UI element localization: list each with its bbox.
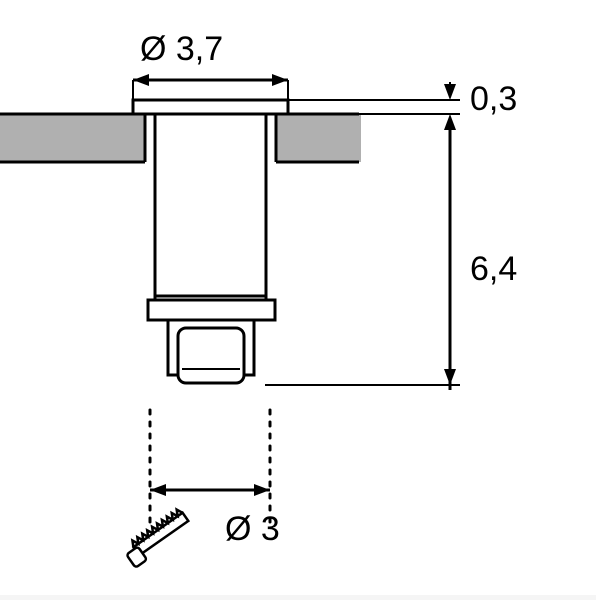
label-top-diameter: Ø 3,7 <box>140 30 223 69</box>
label-flange-height: 0,3 <box>470 80 517 119</box>
label-body-height: 6,4 <box>470 250 517 289</box>
saw-icon <box>122 508 193 568</box>
label-cut-diameter: Ø 3 <box>225 510 280 549</box>
